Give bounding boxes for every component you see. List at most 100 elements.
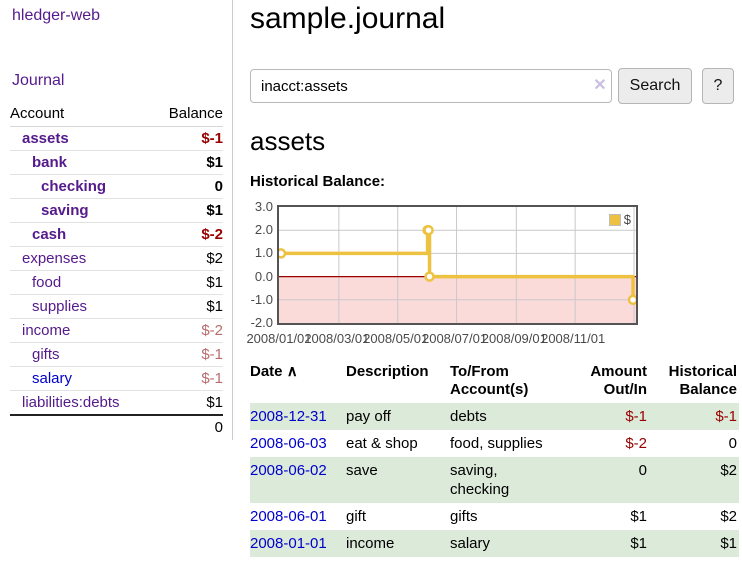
col-header-amount: Amount Out/In [590, 363, 647, 398]
account-link[interactable]: saving [41, 201, 89, 219]
transaction-accounts: salary [450, 535, 491, 552]
account-balance: $-1 [150, 342, 223, 367]
account-balance: $1 [150, 390, 223, 416]
transaction-date-link[interactable]: 2008-01-01 [250, 535, 327, 552]
search-button[interactable]: Search [618, 68, 692, 104]
account-link[interactable]: income [22, 321, 71, 339]
account-balance: $1 [150, 270, 223, 295]
register-row: 2008-06-01 gift gifts $1 $2 [250, 503, 739, 530]
account-row-food: food $1 [10, 270, 223, 295]
x-axis-tick-label: 2008/05/01 [363, 331, 429, 346]
chart-canvas [279, 207, 636, 323]
transaction-accounts: saving, checking [450, 462, 510, 498]
sort-asc-icon: ∧ [286, 363, 298, 380]
col-header-date[interactable]: Date ∧ [250, 361, 346, 403]
account-row-checking: checking 0 [10, 174, 223, 199]
account-row-bank: bank $1 [10, 150, 223, 175]
transaction-date-link[interactable]: 2008-06-02 [250, 462, 327, 479]
account-balance: $1 [150, 198, 223, 223]
accounts-header-row: Account Balance [10, 102, 223, 127]
chart-title: Historical Balance: [250, 173, 386, 190]
register-row: 2008-06-02 save saving, checking 0 $2 [250, 457, 739, 503]
transaction-date-link[interactable]: 2008-12-31 [250, 408, 327, 425]
transaction-amount: $-2 [625, 435, 647, 452]
transaction-description: eat & shop [346, 435, 418, 452]
historical-balance-chart: $ 3.0 2.0 1.0 0.0 -1.0 -2.0 2008/01/01 2008/03/… [237, 199, 740, 347]
transaction-amount: 0 [638, 462, 647, 479]
x-axis-tick-label: 2008/11/01 [541, 331, 606, 346]
register-row: 2008-12-31 pay off debts $-1 $-1 [250, 403, 739, 430]
accounts-table: Account Balance assets $-1 bank $1 check… [10, 102, 223, 439]
account-link[interactable]: salary [32, 369, 73, 387]
accounts-total-value: 0 [214, 418, 223, 436]
transaction-description: save [346, 462, 378, 479]
accounts-total-row: 0 [10, 415, 223, 439]
transaction-amount: $1 [630, 535, 647, 552]
register-header-row: Date ∧ Description To/From Account(s) Am… [250, 361, 739, 403]
x-axis-tick-label: 2008/03/01 [304, 331, 370, 346]
account-balance: $1 [150, 150, 223, 175]
register-table: Date ∧ Description To/From Account(s) Am… [250, 361, 739, 557]
account-link[interactable]: expenses [22, 249, 87, 267]
y-axis-tick-label: -1.0 [250, 291, 273, 307]
transaction-date-link[interactable]: 2008-06-01 [250, 508, 327, 525]
account-link[interactable]: assets [22, 129, 69, 147]
account-link[interactable]: bank [32, 153, 68, 171]
y-axis-tick-label: 2.0 [254, 222, 273, 238]
col-header-balance: Historical Balance [668, 363, 737, 398]
account-row-expenses: expenses $2 [10, 246, 223, 271]
transaction-accounts: gifts [450, 508, 478, 525]
register-row: 2008-06-03 eat & shop food, supplies $-2… [250, 430, 739, 457]
account-row-supplies: supplies $1 [10, 294, 223, 319]
transaction-balance: 0 [728, 435, 737, 452]
account-link[interactable]: gifts [32, 345, 60, 363]
account-row-income: income $-2 [10, 318, 223, 343]
date-header-label: Date [250, 363, 283, 380]
transaction-accounts: food, supplies [450, 435, 543, 452]
register-row: 2008-01-01 income salary $1 $1 [250, 530, 739, 557]
account-balance: $-1 [150, 126, 223, 151]
search-input[interactable] [250, 69, 612, 103]
y-axis-tick-label: 1.0 [254, 245, 273, 261]
transaction-balance: $1 [720, 535, 737, 552]
account-link[interactable]: food [32, 273, 62, 291]
x-axis-tick-label: 2008/07/01 [421, 331, 488, 346]
account-link[interactable]: checking [41, 177, 107, 195]
account-balance: $2 [150, 246, 223, 271]
account-link[interactable]: liabilities:debts [22, 393, 120, 411]
account-link[interactable]: cash [32, 225, 67, 243]
x-axis-tick-label: 2008/01/01 [246, 331, 312, 346]
account-row-gifts: gifts $-1 [10, 342, 223, 367]
legend-label: $ [623, 212, 631, 227]
col-header-accounts: To/From Account(s) [450, 363, 529, 398]
accounts-header-balance: Balance [150, 102, 223, 127]
account-balance: $-1 [150, 366, 223, 391]
sidebar-item-journal[interactable]: Journal [12, 72, 65, 89]
transaction-date-link[interactable]: 2008-06-03 [250, 435, 327, 452]
account-heading: assets [250, 126, 326, 156]
transaction-description: income [346, 535, 395, 552]
transaction-amount: $-1 [625, 408, 647, 425]
account-row-cash: cash $-2 [10, 222, 223, 247]
account-balance: $-2 [150, 222, 223, 247]
transaction-description: pay off [346, 408, 391, 425]
account-row-liabilities-debts: liabilities:debts $1 [10, 390, 223, 416]
transaction-accounts: debts [450, 408, 487, 425]
y-axis-tick-label: 0.0 [254, 268, 273, 284]
accounts-header-account: Account [10, 102, 150, 127]
account-link[interactable]: supplies [32, 297, 88, 315]
transaction-description: gift [346, 508, 367, 525]
help-button[interactable]: ? [702, 68, 734, 104]
chart-legend: $ [606, 211, 633, 228]
transaction-balance: $2 [720, 462, 737, 479]
account-balance: 0 [150, 174, 223, 199]
app-title-link[interactable]: hledger-web [12, 7, 101, 24]
sidebar-divider [232, 0, 233, 440]
legend-swatch [608, 213, 621, 226]
transaction-balance: $2 [720, 508, 737, 525]
col-header-description: Description [346, 363, 429, 380]
clear-search-icon[interactable]: ✕ [593, 77, 607, 94]
chart-plot-area: $ [277, 205, 638, 325]
account-balance: $-2 [150, 318, 223, 343]
y-axis-tick-label: 3.0 [254, 199, 273, 214]
